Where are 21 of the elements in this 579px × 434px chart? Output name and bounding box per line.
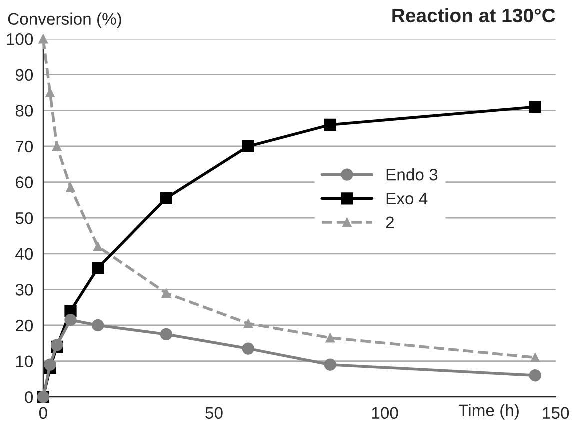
y-tick-label: 60 — [16, 176, 34, 188]
y-axis-title: Conversion (%) — [8, 12, 122, 28]
y-tick-label: 100 — [7, 33, 34, 46]
y-tick-label: 80 — [16, 105, 34, 117]
x-tick-label: 100 — [372, 407, 398, 420]
legend-label: Exo 4 — [386, 193, 428, 205]
y-tick-label: 90 — [16, 69, 34, 82]
x-axis-title: Time (h) — [458, 404, 519, 420]
y-tick-label: 30 — [16, 284, 34, 296]
legend-label: 2 — [386, 216, 394, 228]
y-tick-label: 0 — [25, 392, 34, 404]
y-tick-label: 70 — [16, 140, 34, 153]
y-tick-label: 20 — [16, 320, 34, 332]
x-tick-label: 50 — [206, 407, 223, 420]
y-tick-label: 10 — [16, 356, 34, 368]
x-tick-label: 0 — [39, 407, 48, 420]
y-tick-label: 40 — [16, 248, 34, 260]
x-tick-label: 150 — [543, 407, 570, 420]
legend-label: Endo 3 — [386, 168, 438, 181]
chart-title: Reaction at 130°C — [392, 8, 556, 23]
y-tick-label: 50 — [16, 212, 34, 224]
